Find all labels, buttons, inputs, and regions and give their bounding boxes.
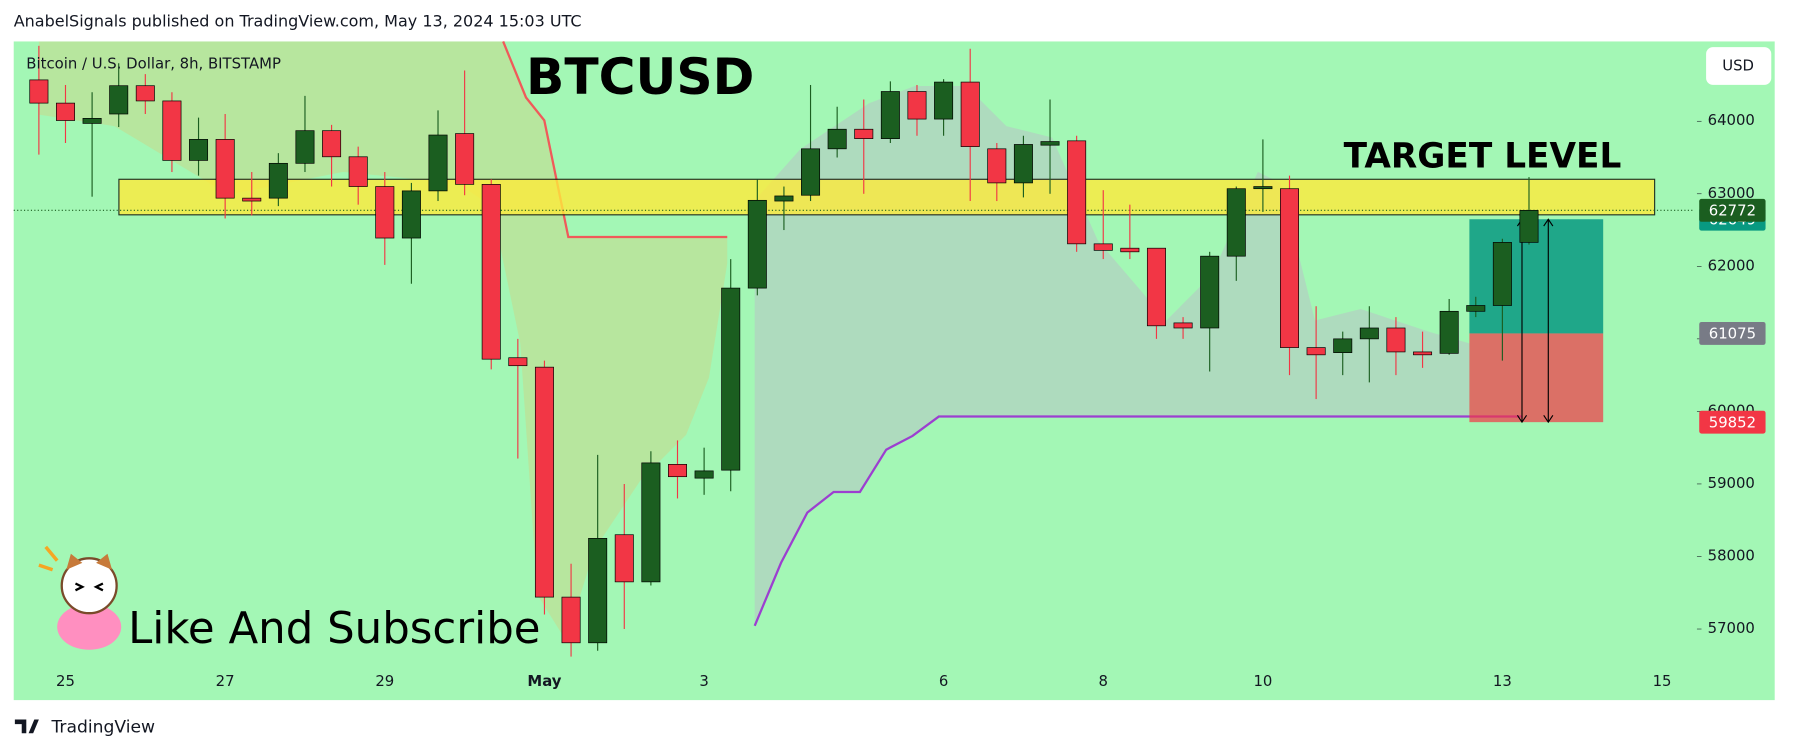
candle-body	[1466, 305, 1486, 312]
y-tick-label: 62000	[1708, 256, 1755, 274]
candle-body	[1040, 141, 1060, 146]
candle-body	[82, 118, 102, 124]
currency[interactable]: USD	[1722, 57, 1754, 75]
arrow-head	[1543, 218, 1554, 424]
x-tick-label: 3	[699, 672, 708, 690]
candle-body	[135, 85, 155, 102]
candle-body	[322, 130, 342, 158]
price-tag	[1699, 321, 1766, 345]
y-tick-label: 58000	[1708, 546, 1755, 564]
candle-body	[1146, 247, 1166, 327]
candle-body	[295, 130, 315, 164]
x-tick-label: 6	[939, 672, 948, 690]
indicator-line	[753, 415, 1522, 627]
x-tick-label: 13	[1493, 672, 1512, 690]
footer: TradingView	[50, 718, 155, 738]
candle-body	[1226, 188, 1246, 257]
price-tag	[1699, 410, 1766, 434]
candle-body	[189, 139, 209, 161]
mascot	[38, 545, 122, 650]
chart-title: BTCUSD	[526, 47, 754, 106]
candle-body	[1120, 247, 1140, 253]
candle-body	[854, 128, 874, 140]
y-tick-label: 64000	[1708, 111, 1755, 129]
candle-body	[1386, 327, 1406, 353]
x-tick-label: 25	[56, 672, 75, 690]
candle-body	[242, 197, 262, 202]
logo	[14, 719, 39, 734]
candle-body	[960, 81, 980, 147]
candle-body	[880, 91, 900, 140]
candle-body	[774, 195, 794, 202]
candle-body	[614, 534, 634, 583]
zone	[118, 178, 1656, 216]
candle-body	[455, 133, 475, 185]
candle-body	[588, 538, 608, 644]
candle-body	[987, 148, 1007, 184]
x-tick-label: 15	[1653, 672, 1672, 690]
candle-body	[29, 79, 49, 104]
x-tick-label: 10	[1253, 672, 1272, 690]
candle-body	[1173, 322, 1193, 329]
x-tick-label: 27	[216, 672, 235, 690]
price-tag-label: 61075	[1709, 325, 1756, 343]
candle-body	[534, 366, 554, 598]
candle-body	[1280, 188, 1299, 348]
currency-button[interactable]	[1706, 47, 1772, 85]
y-tick-label: 57000	[1708, 619, 1755, 637]
candle-body	[55, 102, 75, 121]
caption: Like And Subscribe	[128, 604, 540, 654]
candle-body	[907, 91, 927, 120]
candle-body	[1492, 242, 1512, 306]
indicator-line	[502, 41, 728, 239]
candle-body	[561, 596, 581, 644]
candle-body	[268, 162, 288, 199]
candle-body	[1359, 327, 1379, 340]
price-tag-label: 62772	[1709, 201, 1756, 219]
candle-body	[1093, 243, 1113, 251]
candle-body	[1253, 186, 1273, 190]
candle-body	[428, 134, 448, 192]
candle-body	[694, 470, 714, 479]
candle-body	[827, 128, 847, 150]
candle-body	[348, 156, 368, 187]
candle-body	[162, 100, 182, 161]
price-tag-label: 59852	[1709, 413, 1756, 431]
candle-body	[668, 464, 687, 478]
candle-body	[215, 139, 235, 199]
candle-body	[1306, 347, 1326, 356]
header: AnabelSignals published on TradingView.c…	[14, 12, 582, 31]
position-loss	[1469, 333, 1604, 423]
candle-body	[1200, 255, 1220, 329]
marks: 5700058000590006000061000620006300064000…	[13, 45, 1766, 690]
x-tick-label: 8	[1099, 672, 1108, 690]
candle-body	[721, 287, 741, 471]
y-tick-label: 59000	[1708, 474, 1755, 492]
candle-body	[401, 190, 421, 239]
x-tick-label: 29	[375, 672, 394, 690]
candle-body	[508, 357, 528, 367]
candle-body	[375, 186, 395, 239]
candle-body	[481, 184, 501, 360]
candle-body	[641, 462, 661, 583]
candle-body	[1439, 310, 1459, 354]
x-tick-label: May	[527, 672, 561, 690]
annotation: TARGET LEVEL	[1344, 137, 1622, 177]
symbol: Bitcoin / U.S. Dollar, 8h, BITSTAMP	[26, 54, 281, 72]
candle-body	[1333, 338, 1353, 353]
candle-body	[1013, 144, 1033, 184]
y-tick-label: 63000	[1708, 184, 1755, 202]
indicator-area	[754, 86, 1470, 626]
price-tag	[1699, 198, 1766, 222]
candle-body	[109, 85, 129, 115]
candle-body	[934, 81, 954, 120]
candle-body	[747, 199, 767, 289]
candle-body	[1067, 140, 1087, 245]
candle-body	[1413, 351, 1433, 356]
candle-body	[1519, 209, 1539, 243]
candle-body	[801, 148, 821, 196]
